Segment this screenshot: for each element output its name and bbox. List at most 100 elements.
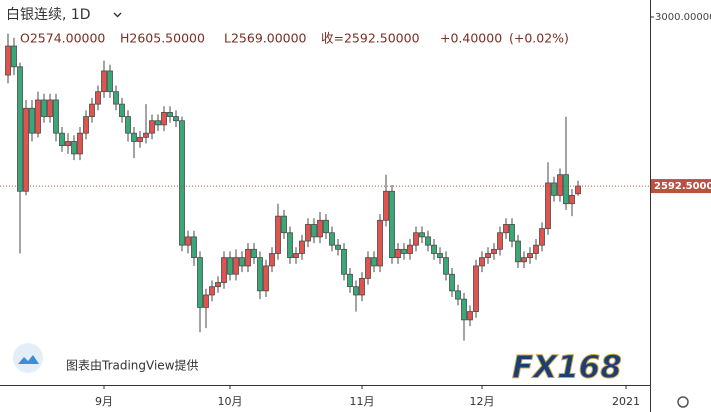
candle-body [233,257,239,275]
candle-body [17,66,23,192]
candle-body [479,257,485,267]
legend-high: H2605.50000 [120,31,205,46]
symbol-chevron[interactable] [113,12,122,18]
candle-body [95,91,101,105]
candle-body [413,232,419,246]
legend-low: L2569.00000 [224,31,307,46]
candle-body [119,103,125,117]
candle-body [191,236,197,259]
candle-body [227,257,233,275]
candle-body [569,195,575,205]
candle-body [125,116,131,134]
candle-body [149,120,155,134]
candles [5,33,581,341]
candle-body [143,132,149,138]
candle-body [389,190,395,259]
settings-icon[interactable] [677,396,689,408]
candle-body [77,132,83,155]
candle-body [401,248,407,254]
candle-body [359,277,365,296]
x-tick-label: 10月 [218,395,243,408]
legend-open: O2574.00000 [20,31,105,46]
candle-body [185,236,191,246]
candle-body [239,257,245,267]
candle-body [251,248,257,259]
candle-body [71,141,77,155]
candle-body [341,248,347,275]
candle-body [83,116,89,134]
candle-body [461,298,467,321]
candle-body [509,224,515,242]
candle-body [11,45,17,68]
candle-body [443,257,449,275]
candle-body [5,45,11,76]
ohlc-legend: O2574.00000 H2605.50000 L2569.00000 收=25… [20,31,569,46]
last-price-box [651,179,711,194]
candle-body [65,141,71,147]
legend-close: 收=2592.50000 [321,31,420,46]
candle-body [35,99,41,134]
candle-body [497,232,503,250]
candle-body [551,182,557,196]
candle-body [197,257,203,308]
candle-body [449,273,455,292]
candle-body [215,282,221,288]
candle-body [395,248,401,259]
candle-body [473,265,479,312]
candle-body [59,132,65,147]
candle-body [533,244,539,254]
candle-body [347,273,353,288]
candle-body [131,132,137,142]
candle-body [515,240,521,263]
candle-body [305,224,311,242]
candle-body [173,116,179,122]
candle-body [335,244,341,250]
candle-body [47,99,53,117]
candle-body [437,253,443,259]
candle-body [329,232,335,246]
attribution-icon [18,355,39,364]
candle-body [491,248,497,254]
candle-body [287,232,293,259]
candle-body [53,99,59,134]
candle-body [281,215,287,234]
candle-body [365,257,371,279]
candle-body [311,224,317,238]
candle-body [41,99,47,117]
candle-body [377,219,383,267]
attribution[interactable]: 图表由TradingView提供 [66,358,199,373]
candle-body [467,311,473,321]
candle-body [353,286,359,296]
candle-body [383,190,389,221]
x-tick-label: 12月 [470,395,495,408]
candle-body [485,253,491,259]
x-tick-label: 11月 [350,395,375,408]
candle-body [245,248,251,267]
candle-body [521,257,527,263]
candle-body [371,257,377,267]
candle-body [269,253,275,267]
candle-body [155,120,161,126]
candle-body [23,107,29,192]
candle-body [431,244,437,254]
candle-body [221,257,227,283]
x-tick-label: 2021 [612,395,640,408]
candle-body [299,240,305,254]
candle-body [179,120,185,246]
candle-body [161,112,167,126]
candle-body [137,136,143,142]
legend-change: +0.40000 [440,31,502,46]
symbol-title[interactable]: 白银连续, 1D [6,6,91,23]
candle-body [107,70,113,93]
candle-body [455,290,461,300]
candle-body [275,215,281,254]
candle-body [257,257,263,292]
candle-body [101,70,107,93]
candle-body [425,236,431,246]
candle-body [323,219,329,234]
candle-body [317,219,323,238]
candle-body [209,286,215,296]
candle-body [89,103,95,117]
